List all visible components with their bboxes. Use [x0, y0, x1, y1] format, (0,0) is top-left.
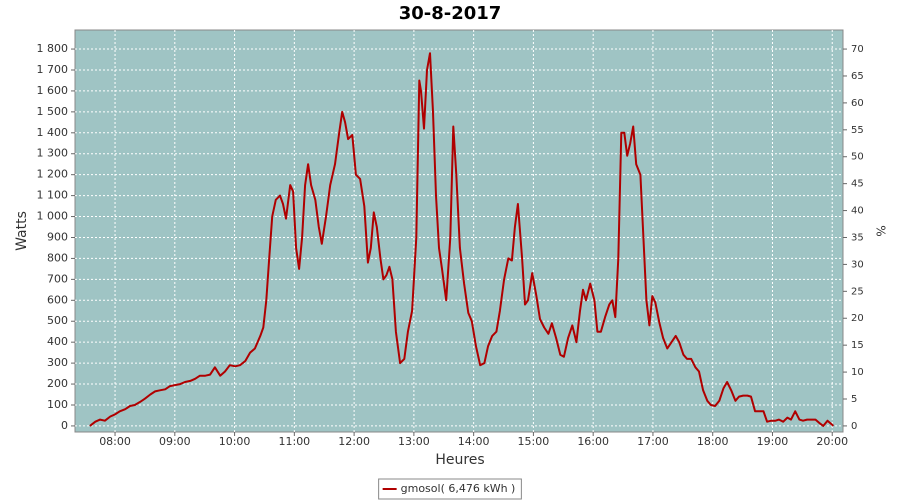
- y2-tick-label: 25: [851, 286, 864, 297]
- x-axis-label: Heures: [435, 452, 484, 468]
- x-tick-label: 14:00: [458, 435, 490, 448]
- y-tick-label: 1 000: [37, 210, 69, 223]
- y-tick-label: 300: [47, 356, 68, 369]
- y-tick-label: 1 200: [37, 168, 69, 181]
- y-tick-label: 1 700: [37, 63, 69, 76]
- legend: gmosol( 6,476 kWh ): [378, 478, 522, 500]
- x-tick-label: 15:00: [518, 435, 550, 448]
- y2-tick-label: 30: [851, 259, 864, 270]
- y2-tick-label: 60: [851, 98, 864, 109]
- y-tick-label: 1 100: [37, 189, 69, 202]
- x-tick-label: 18:00: [697, 435, 729, 448]
- x-tick-label: 16:00: [577, 435, 609, 448]
- y-tick-label: 500: [47, 314, 68, 327]
- x-tick-label: 08:00: [99, 435, 131, 448]
- legend-box: [378, 478, 522, 500]
- y-tick-label: 1 400: [37, 126, 69, 139]
- chart-title: 30-8-2017: [399, 3, 502, 24]
- y-tick-label: 0: [61, 419, 68, 432]
- x-tick-label: 19:00: [757, 435, 789, 448]
- y-tick-label: 1 600: [37, 84, 69, 97]
- y-tick-label: 900: [47, 230, 68, 243]
- y-tick-label: 800: [47, 251, 68, 264]
- y-tick-label: 400: [47, 335, 68, 348]
- y2-tick-label: 40: [851, 206, 864, 217]
- x-tick-label: 17:00: [637, 435, 669, 448]
- y-tick-label: 100: [47, 398, 68, 411]
- x-tick-label: 13:00: [398, 435, 430, 448]
- y2-tick-label: 0: [851, 421, 857, 432]
- y2-tick-label: 35: [851, 232, 864, 243]
- y-tick-label: 700: [47, 272, 68, 285]
- y2-tick-label: 20: [851, 313, 864, 324]
- y2-tick-label: 50: [851, 152, 864, 163]
- line-series: [89, 52, 835, 427]
- x-tick-label: 11:00: [278, 435, 310, 448]
- legend-label: gmosol( 6,476 kWh ): [401, 482, 516, 495]
- x-tick-label: 09:00: [159, 435, 191, 448]
- y-tick-label: 200: [47, 377, 68, 390]
- y2-tick-label: 15: [851, 340, 864, 351]
- y2-axis-label: %: [874, 225, 888, 236]
- y-tick-label: 1 500: [37, 105, 69, 118]
- x-tick-label: 10:00: [219, 435, 251, 448]
- y2-tick-label: 55: [851, 125, 864, 136]
- y2-tick-label: 65: [851, 71, 864, 82]
- y2-tick-label: 5: [851, 394, 857, 405]
- x-tick-label: 20:00: [816, 435, 848, 448]
- y2-tick-label: 70: [851, 44, 864, 55]
- y2-tick-label: 10: [851, 367, 864, 378]
- y-tick-label: 600: [47, 293, 68, 306]
- y-tick-label: 1 300: [37, 147, 69, 160]
- y-axis-label: Watts: [14, 211, 30, 251]
- x-tick-label: 12:00: [338, 435, 370, 448]
- y2-tick-label: 45: [851, 179, 864, 190]
- y-tick-label: 1 800: [37, 42, 69, 55]
